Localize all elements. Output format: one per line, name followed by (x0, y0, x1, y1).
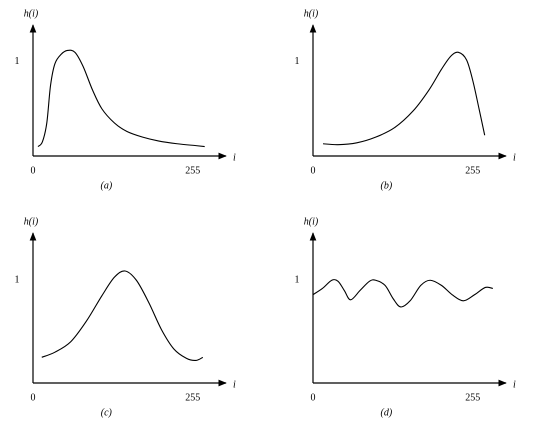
y-axis-label: h(i) (304, 216, 319, 227)
y-tick-label: 1 (295, 56, 300, 67)
x-tick-label: 0 (311, 392, 316, 403)
y-axis-label: h(i) (304, 8, 319, 19)
caption: (d) (381, 407, 393, 418)
y-tick-label: 1 (15, 56, 20, 67)
x-axis-label: i (233, 379, 236, 390)
histogram-curve (37, 49, 205, 148)
x-tick-label: 0 (31, 165, 36, 176)
y-tick-label: 1 (15, 275, 20, 286)
caption: (a) (101, 180, 113, 191)
x-tick-label: 0 (311, 165, 316, 176)
x-tick-label: 255 (185, 392, 200, 403)
x-tick-label: 0 (31, 392, 36, 403)
y-tick-label: 1 (295, 275, 300, 286)
x-axis-label: i (513, 379, 516, 390)
y-axis-label: h(i) (24, 216, 39, 227)
y-axis-label: h(i) (24, 8, 39, 19)
histogram-curve (41, 270, 204, 361)
caption: (b) (381, 180, 393, 191)
x-tick-label: 255 (465, 392, 480, 403)
caption: (c) (101, 407, 113, 418)
x-axis-label: i (233, 152, 236, 163)
x-tick-label: 255 (465, 165, 480, 176)
histogram-curve (322, 51, 486, 146)
x-axis-label: i (513, 152, 516, 163)
histogram-curve (312, 279, 493, 308)
x-tick-label: 255 (185, 165, 200, 176)
